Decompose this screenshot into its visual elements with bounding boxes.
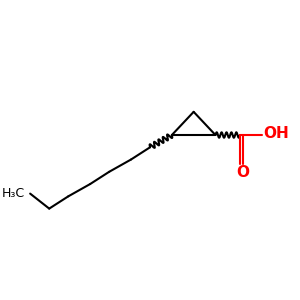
Text: O: O [236,165,249,180]
Text: OH: OH [263,126,289,141]
Text: H₃C: H₃C [2,187,25,200]
